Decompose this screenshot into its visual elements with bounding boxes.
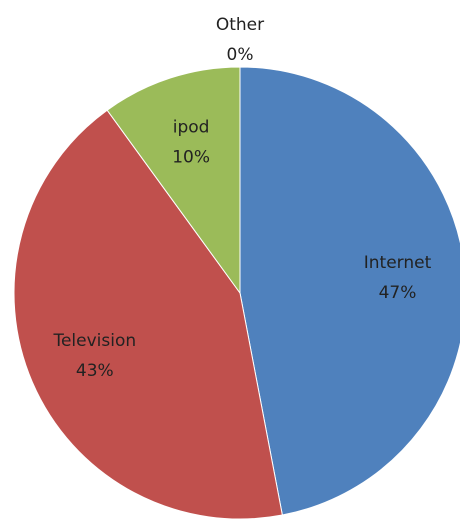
slice-name: Television	[52, 331, 136, 351]
slice-value-label: 43%	[76, 361, 114, 381]
pie-slice	[239, 66, 460, 516]
pie-slice	[13, 109, 283, 520]
slice-name: ipod	[173, 118, 210, 138]
slice-value-label: 0%	[227, 45, 254, 65]
slice-value-label: 10%	[172, 148, 210, 168]
pie-slice	[106, 66, 241, 295]
slice-name: Other	[216, 15, 264, 35]
slice-value-label: 47%	[379, 283, 417, 303]
slice-name: Internet	[364, 253, 432, 273]
